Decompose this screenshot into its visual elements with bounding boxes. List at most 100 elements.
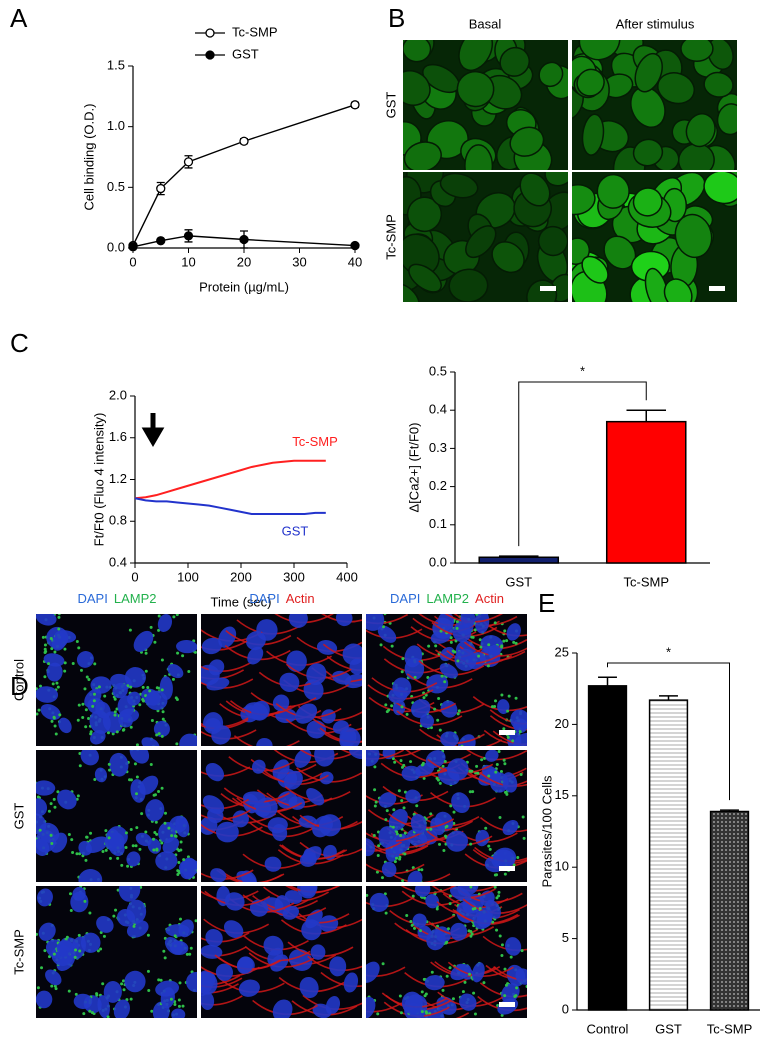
lamp2-dot bbox=[63, 647, 67, 651]
nucleus bbox=[426, 674, 449, 694]
lamp2-dot bbox=[468, 790, 472, 794]
lamp2-dot bbox=[467, 882, 470, 885]
lamp2-dot bbox=[29, 1009, 32, 1012]
cell bbox=[439, 172, 479, 199]
lamp2-dot bbox=[92, 692, 96, 696]
lamp2-dot bbox=[52, 797, 56, 801]
lamp2-dot bbox=[525, 985, 527, 989]
legend-marker bbox=[205, 50, 215, 60]
nucleus bbox=[506, 623, 521, 641]
cell bbox=[464, 144, 494, 170]
row-label: Tc-SMP bbox=[383, 214, 398, 260]
lamp2-dot bbox=[455, 620, 459, 624]
lamp2-dot bbox=[134, 844, 138, 848]
lamp2-dot bbox=[410, 923, 414, 927]
lamp2-dot bbox=[68, 892, 72, 896]
lamp2-dot bbox=[493, 699, 497, 703]
nucleus bbox=[282, 905, 300, 920]
x-tick-label: 40 bbox=[348, 254, 362, 269]
lamp2-dot bbox=[37, 708, 41, 712]
lamp2-dot bbox=[449, 804, 453, 808]
lamp2-dot bbox=[177, 998, 181, 1002]
nucleus bbox=[218, 626, 237, 648]
lamp2-dot bbox=[468, 769, 472, 773]
nucleus bbox=[236, 956, 254, 974]
lamp2-dot bbox=[527, 983, 530, 986]
lamp2-dot bbox=[51, 682, 55, 686]
lamp2-dot bbox=[124, 831, 128, 835]
lamp2-dot bbox=[399, 759, 403, 763]
lamp2-dot bbox=[400, 705, 404, 709]
lamp2-dot bbox=[422, 696, 426, 700]
lamp2-dot bbox=[194, 919, 197, 923]
lamp2-dot bbox=[460, 744, 464, 746]
lamp2-dot bbox=[497, 894, 501, 898]
x-tick-label: 300 bbox=[283, 569, 305, 584]
lamp2-dot bbox=[435, 907, 439, 911]
lamp2-dot bbox=[438, 842, 442, 846]
lamp2-dot bbox=[48, 955, 52, 959]
nucleus bbox=[440, 646, 455, 662]
lamp2-dot bbox=[162, 949, 166, 953]
lamp2-dot bbox=[108, 768, 112, 772]
nucleus bbox=[38, 922, 56, 941]
lamp2-dot bbox=[395, 830, 399, 834]
y-tick-label: 0.4 bbox=[109, 554, 127, 569]
column-label: After stimulus bbox=[616, 16, 695, 31]
series-label: Tc-SMP bbox=[292, 434, 338, 449]
lamp2-dot bbox=[373, 765, 377, 769]
micrograph bbox=[201, 750, 362, 882]
nucleus bbox=[164, 937, 183, 955]
nucleus bbox=[404, 657, 425, 680]
lamp2-dot bbox=[27, 842, 30, 845]
nucleus bbox=[319, 915, 339, 933]
lamp2-dot bbox=[424, 1010, 428, 1014]
lamp2-dot bbox=[32, 897, 35, 900]
lamp2-dot bbox=[178, 981, 182, 985]
nucleus bbox=[251, 759, 266, 774]
label-word: DAPI bbox=[249, 591, 279, 606]
nucleus bbox=[272, 759, 290, 780]
cell bbox=[576, 68, 605, 97]
nucleus bbox=[263, 935, 284, 956]
nucleus bbox=[449, 886, 471, 902]
lamp2-dot bbox=[197, 736, 200, 739]
micrograph bbox=[403, 172, 568, 302]
row-label: GST bbox=[383, 92, 398, 119]
lamp2-dot bbox=[362, 626, 365, 629]
lamp2-dot bbox=[500, 693, 504, 697]
lamp2-dot bbox=[475, 764, 479, 768]
error-bar bbox=[626, 409, 667, 422]
nucleus bbox=[58, 717, 72, 734]
lamp2-dot bbox=[36, 932, 38, 936]
lamp2-dot bbox=[402, 806, 406, 810]
label-word: Actin bbox=[475, 591, 504, 606]
cell bbox=[674, 213, 713, 259]
significance-bracket bbox=[518, 381, 647, 547]
nucleus bbox=[46, 662, 63, 682]
lamp2-dot bbox=[445, 824, 449, 828]
nucleus bbox=[310, 944, 326, 960]
lamp2-dot bbox=[401, 657, 405, 661]
lamp2-dot bbox=[512, 640, 516, 644]
cell bbox=[491, 241, 525, 274]
lamp2-dot bbox=[197, 656, 200, 659]
nucleus bbox=[329, 956, 347, 977]
nucleus bbox=[36, 798, 48, 817]
lamp2-dot bbox=[390, 704, 394, 708]
lamp2-dot bbox=[179, 840, 183, 844]
lamp2-dot bbox=[128, 778, 132, 782]
lamp2-dot bbox=[196, 866, 197, 868]
lamp2-dot bbox=[420, 763, 424, 767]
lamp2-dot bbox=[120, 982, 124, 986]
lamp2-dot bbox=[152, 837, 156, 841]
lamp2-dot bbox=[97, 685, 101, 689]
nucleus bbox=[348, 750, 362, 760]
significance-label: * bbox=[666, 644, 671, 659]
lamp2-dot bbox=[129, 997, 133, 1001]
nucleus bbox=[369, 892, 389, 912]
lamp2-dot bbox=[448, 902, 452, 906]
lamp2-dot bbox=[427, 644, 431, 648]
lamp2-dot bbox=[147, 989, 151, 993]
nucleus bbox=[439, 663, 458, 679]
